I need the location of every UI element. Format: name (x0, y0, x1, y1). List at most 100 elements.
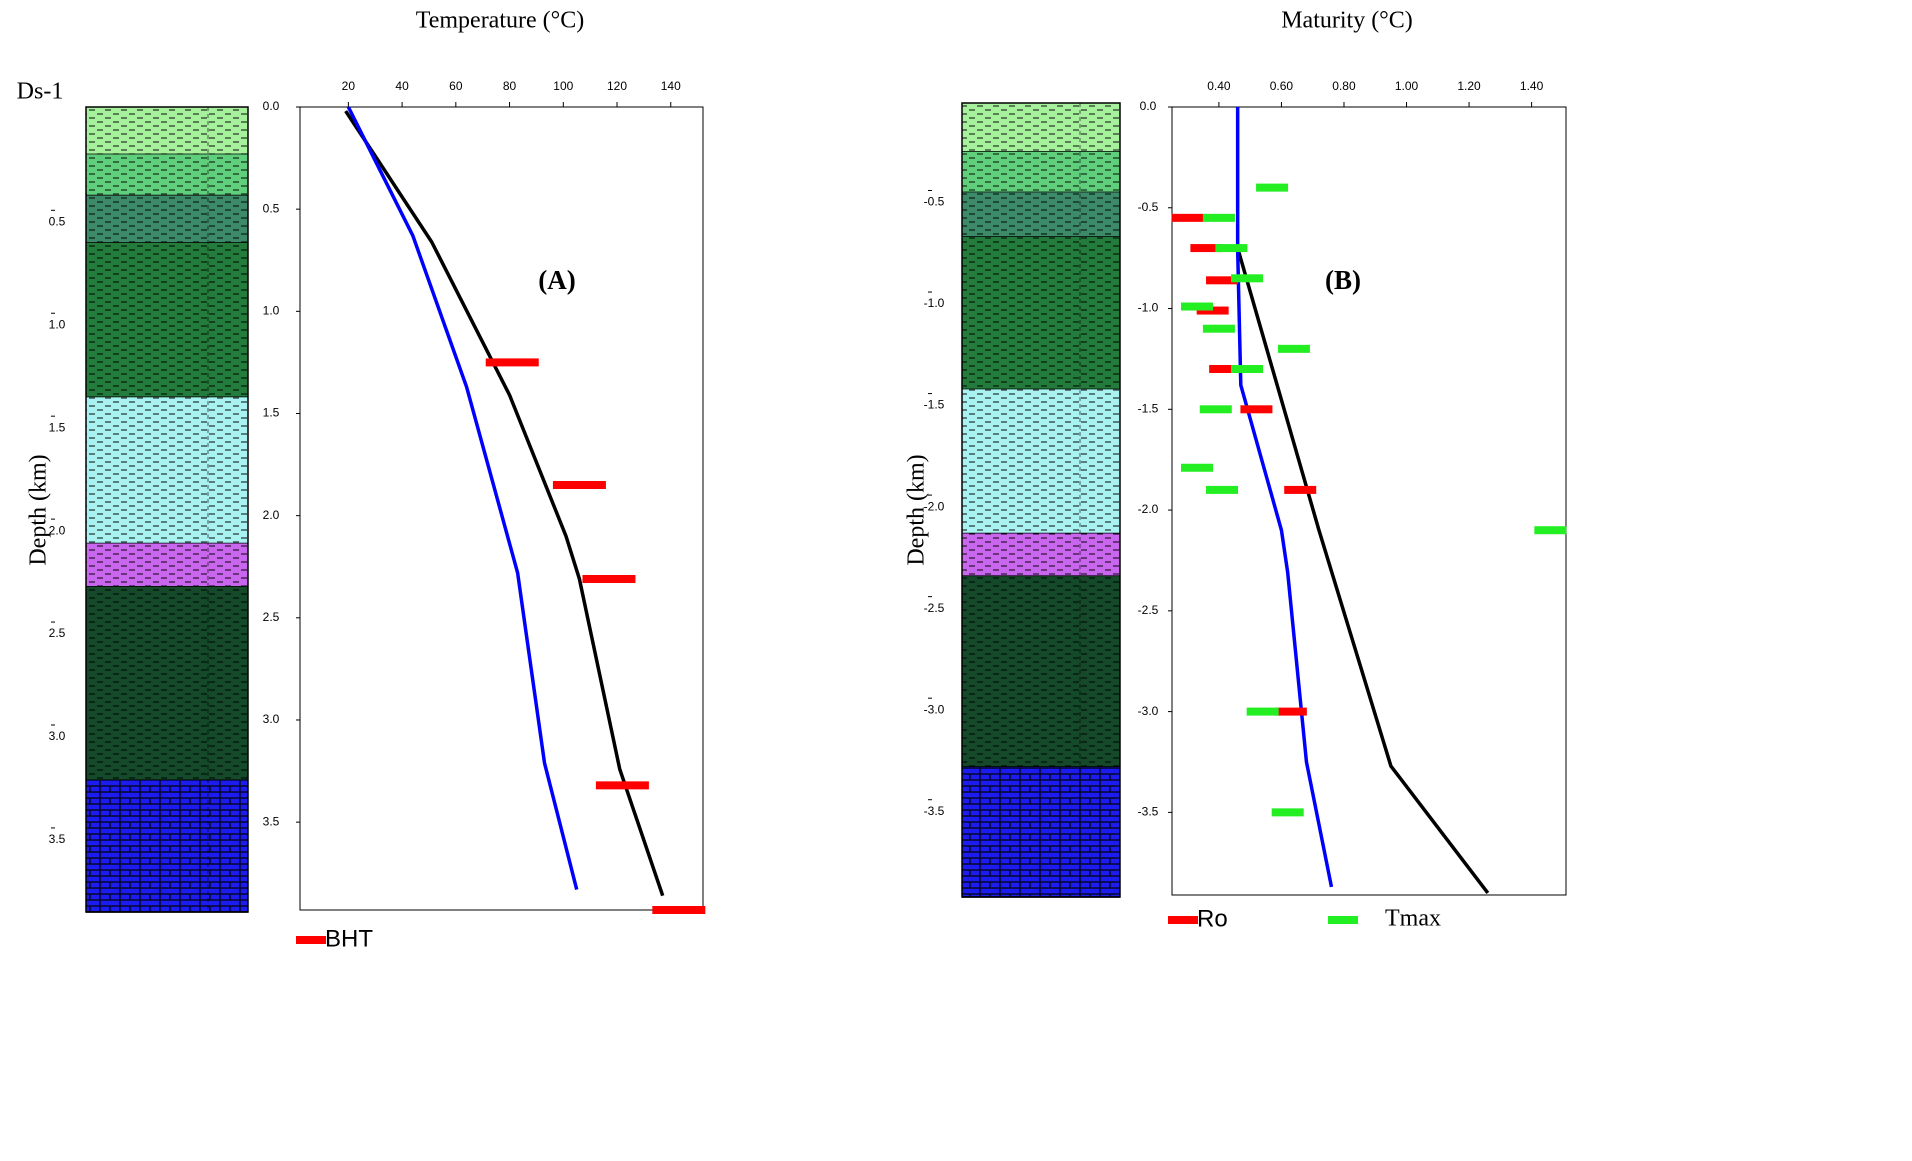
data-bar-marker (1196, 306, 1229, 315)
y-tick-label: -2.5 (1138, 603, 1159, 617)
y-tick-label: 2.5 (263, 610, 280, 624)
lithology-tick-label: -1.5 (924, 398, 945, 412)
data-bar-marker (1206, 276, 1239, 285)
y-tick-label: -1.5 (1138, 401, 1159, 415)
lithology-tick-label: 3.5 (49, 832, 66, 846)
data-bar-marker (1202, 213, 1235, 222)
lithology-pattern (86, 780, 248, 912)
lithology-tick-label: 2.0 (49, 523, 66, 537)
lithology-tick-label: -2.0 (924, 499, 945, 513)
well-name: Ds-1 (17, 79, 64, 105)
x-tick-label: 40 (395, 79, 409, 93)
data-bar-marker (1215, 244, 1248, 253)
data-line (344, 110, 665, 897)
lithology-pattern (962, 576, 1120, 768)
x-tick-label: 80 (503, 79, 517, 93)
lithology-pattern (962, 192, 1120, 238)
data-bar-marker (1171, 213, 1204, 222)
lithology-pattern (86, 586, 248, 781)
plot-frame (1171, 106, 1567, 896)
y-tick-label: -1.0 (1138, 301, 1159, 315)
y-tick-label: 3.5 (263, 814, 280, 828)
y-tick-label: -3.0 (1138, 704, 1159, 718)
y-tick-label: 1.5 (263, 406, 280, 420)
y-axis-label: Depth (km) (26, 454, 52, 565)
y-tick-label: 2.0 (263, 508, 280, 522)
legend-label: Tmax (1385, 906, 1441, 932)
annotation: (A) (538, 265, 575, 295)
lithology-tick-label: -1.0 (924, 296, 945, 310)
lithology-pattern (86, 195, 248, 243)
lithology-pattern (962, 533, 1120, 577)
lithology-pattern (962, 151, 1120, 193)
lithology-pattern (962, 103, 1120, 152)
plot-frame (299, 106, 704, 911)
y-tick-label: -0.5 (1138, 200, 1159, 214)
data-bar-marker (1256, 183, 1289, 192)
lithology-pattern (962, 389, 1120, 534)
lithology-pattern (86, 154, 248, 196)
legend-label: BHT (325, 925, 373, 952)
x-tick-label: 1.20 (1457, 79, 1481, 93)
lithology-pattern (86, 107, 248, 155)
data-bar-marker (1246, 707, 1279, 716)
lithology-tick-label: 1.0 (49, 317, 66, 331)
x-tick-label: 20 (342, 79, 356, 93)
legend-swatch (1328, 916, 1358, 924)
x-tick-label: 1.00 (1395, 79, 1419, 93)
lithology-tick-label: 1.5 (49, 420, 66, 434)
legend-swatch (1168, 916, 1198, 924)
lithology-frame (961, 102, 1121, 898)
lithology-frame (85, 106, 249, 913)
data-line (1235, 247, 1490, 895)
data-bar-marker (1206, 485, 1239, 494)
data-bar-marker (582, 574, 636, 583)
data-bar-marker (1181, 463, 1214, 472)
y-tick-label: 1.0 (263, 303, 280, 317)
x-tick-label: 0.40 (1207, 79, 1231, 93)
x-tick-label: 140 (661, 79, 681, 93)
chart-title: Temperature (°C) (416, 8, 585, 34)
legend-swatch (296, 936, 326, 944)
lithology-tick-label: -3.0 (924, 702, 945, 716)
data-bar-marker (1231, 364, 1264, 373)
lithology-pattern (962, 237, 1120, 390)
x-tick-label: 120 (607, 79, 627, 93)
lithology-tick-label: 3.0 (49, 729, 66, 743)
lithology-tick-label: 2.5 (49, 626, 66, 640)
lithology-pattern (962, 767, 1120, 897)
lithology-tick-label: 0.5 (49, 214, 66, 228)
data-bar-marker (1284, 485, 1317, 494)
data-line (346, 106, 579, 890)
data-bar-marker (595, 781, 649, 790)
x-tick-label: 0.60 (1270, 79, 1294, 93)
chart-title: Maturity (°C) (1281, 8, 1413, 34)
data-bar-marker (1190, 244, 1223, 253)
y-axis-label: Depth (km) (904, 454, 930, 565)
lithology-pattern (86, 242, 248, 398)
data-bar-marker (1271, 808, 1304, 817)
x-tick-label: 60 (449, 79, 463, 93)
x-tick-label: 100 (553, 79, 573, 93)
data-bar-marker (1209, 364, 1242, 373)
x-tick-label: 0.80 (1332, 79, 1356, 93)
data-bar-marker (1534, 526, 1567, 535)
x-tick-label: 1.40 (1520, 79, 1544, 93)
y-tick-label: 0.0 (1140, 99, 1157, 113)
data-bar-marker (1231, 274, 1264, 283)
lithology-tick-label: -0.5 (924, 195, 945, 209)
y-tick-label: -3.5 (1138, 805, 1159, 819)
data-bar-marker (1277, 344, 1310, 353)
data-bar-marker (1199, 405, 1232, 414)
data-line (1235, 107, 1334, 888)
data-bar-marker (1181, 302, 1214, 311)
legend-label: Ro (1197, 905, 1228, 932)
y-tick-label: -2.0 (1138, 502, 1159, 516)
y-tick-label: 0.5 (263, 201, 280, 215)
y-tick-label: 0.0 (263, 99, 280, 113)
data-bar-marker (1274, 707, 1307, 716)
annotation: (B) (1325, 265, 1361, 295)
data-bar-marker (552, 481, 606, 490)
